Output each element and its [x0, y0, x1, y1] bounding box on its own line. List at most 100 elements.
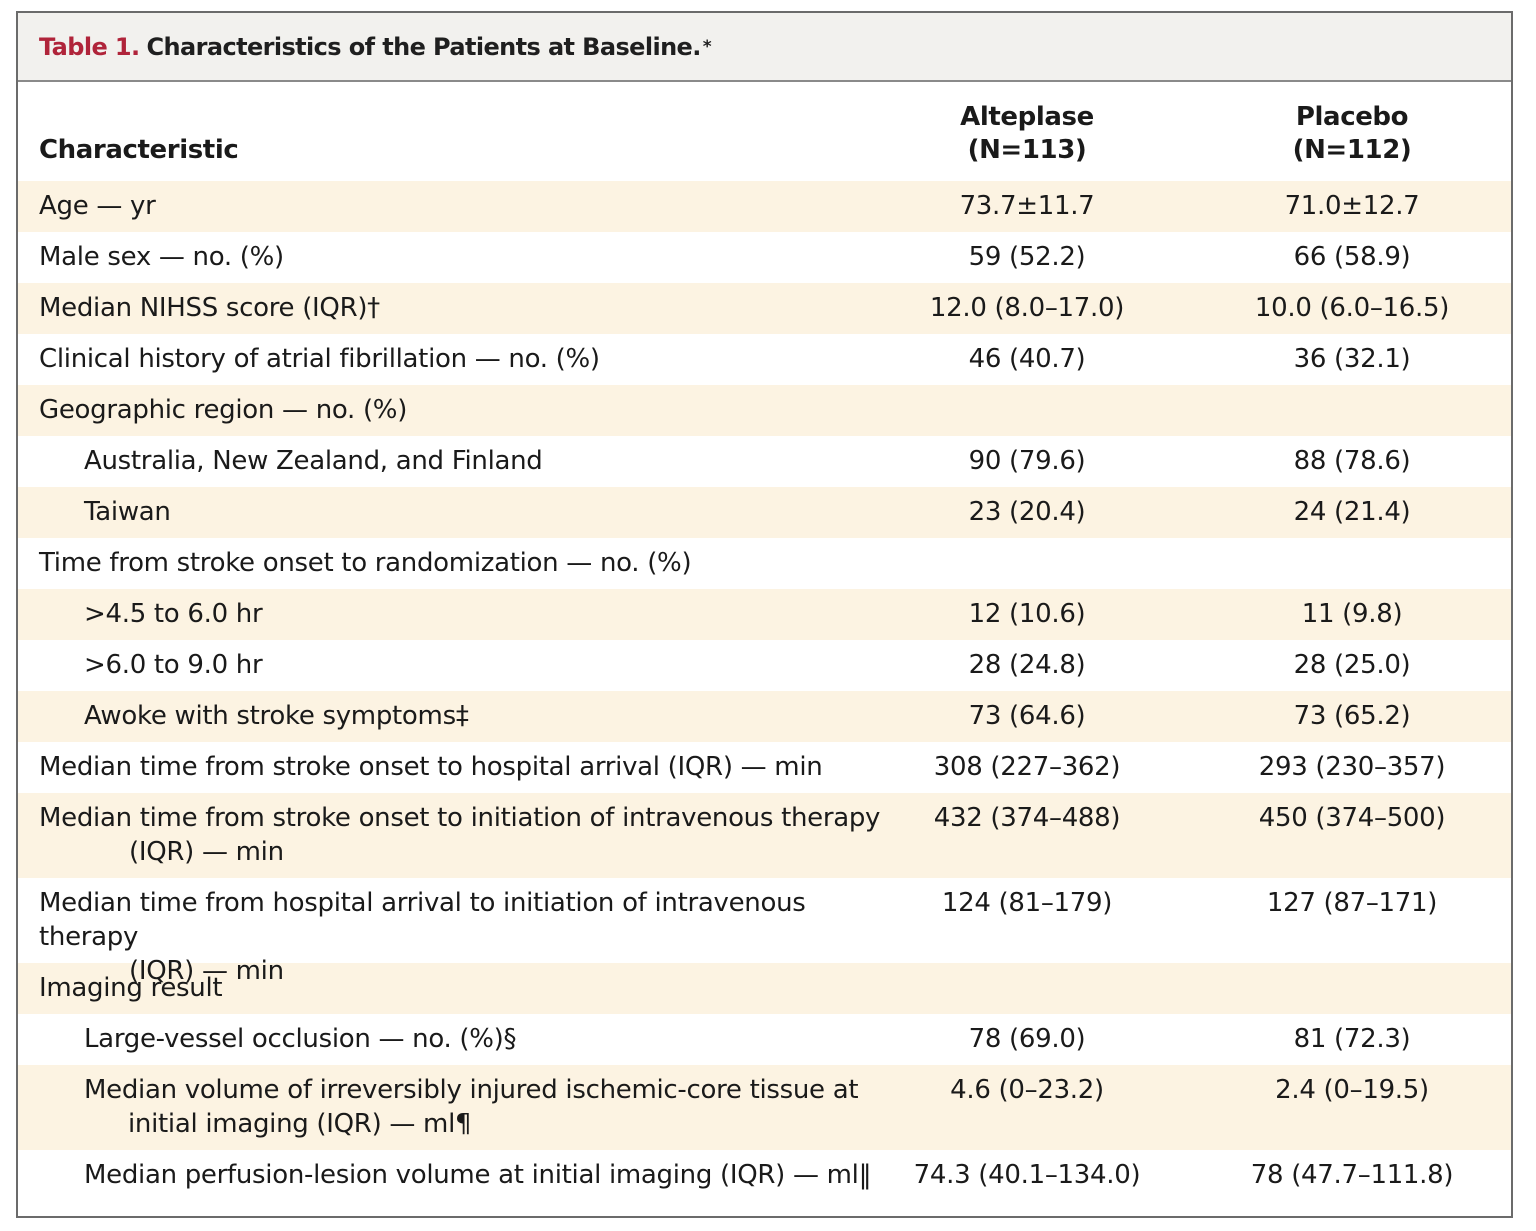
table-row: Median volume of irreversibly injured is…: [18, 1065, 1511, 1150]
header-alteplase-name: Alteplase: [960, 102, 1094, 132]
table-row: Time from stroke onset to randomization …: [18, 538, 1511, 589]
row-label: Time from stroke onset to randomization …: [39, 548, 692, 578]
table-header: Characteristic Alteplase (N=113) Placebo…: [18, 82, 1511, 181]
row-label: Taiwan: [84, 497, 171, 527]
table-row: Median perfusion-lesion volume at initia…: [18, 1150, 1511, 1201]
row-alteplase-value: 12.0 (8.0–17.0): [929, 293, 1125, 323]
row-characteristic: Age — yr: [18, 189, 882, 223]
row-label: Age — yr: [39, 191, 156, 221]
row-characteristic: Imaging result: [18, 971, 882, 1005]
row-alteplase-value: 73.7±11.7: [959, 191, 1095, 221]
row-placebo-value: 66 (58.9): [1293, 242, 1411, 272]
row-placebo-value: 78 (47.7–111.8): [1250, 1160, 1454, 1190]
table-row: Age — yr 73.7±11.7 71.0±12.7: [18, 181, 1511, 232]
row-placebo-value: 88 (78.6): [1293, 446, 1411, 476]
header-characteristic: Characteristic: [39, 135, 239, 165]
row-characteristic: Australia, New Zealand, and Finland: [18, 444, 882, 478]
row-alteplase-value: 308 (227–362): [933, 752, 1121, 782]
table-frame: Table 1. Characteristics of the Patients…: [16, 11, 1513, 1218]
table-row: Male sex — no. (%) 59 (52.2) 66 (58.9): [18, 232, 1511, 283]
row-label: >4.5 to 6.0 hr: [84, 599, 263, 629]
row-label: Median NIHSS score (IQR)†: [39, 293, 380, 323]
row-label-continued: initial imaging (IQR) — ml¶: [128, 1109, 472, 1139]
row-characteristic: Median time from hospital arrival to ini…: [18, 886, 882, 988]
row-alteplase-value: 4.6 (0–23.2): [950, 1075, 1104, 1105]
table-row: Median time from stroke onset to initiat…: [18, 793, 1511, 878]
header-alteplase: Alteplase (N=113): [882, 101, 1172, 167]
row-label: Clinical history of atrial fibrillation …: [39, 344, 600, 374]
table-row: >6.0 to 9.0 hr 28 (24.8) 28 (25.0): [18, 640, 1511, 691]
header-alteplase-n: (N=113): [967, 135, 1087, 165]
row-alteplase-value: 74.3 (40.1–134.0): [913, 1160, 1141, 1190]
row-label: Median time from stroke onset to hospita…: [39, 752, 823, 782]
table-row: Median NIHSS score (IQR)† 12.0 (8.0–17.0)…: [18, 283, 1511, 334]
row-label: Median volume of irreversibly injured is…: [84, 1075, 859, 1105]
row-placebo-value: 10.0 (6.0–16.5): [1254, 293, 1450, 323]
header-placebo-name: Placebo: [1295, 102, 1409, 132]
table-row: Large-vessel occlusion — no. (%)§ 78 (69.…: [18, 1014, 1511, 1065]
row-alteplase-value: 78 (69.0): [968, 1024, 1086, 1054]
row-characteristic: Median time from stroke onset to hospita…: [18, 750, 882, 784]
table-row: Median time from stroke onset to hospita…: [18, 742, 1511, 793]
table-caption: Characteristics of the Patients at Basel…: [146, 32, 702, 61]
row-characteristic: Clinical history of atrial fibrillation …: [18, 342, 882, 376]
row-placebo-value: 127 (87–171): [1266, 888, 1438, 918]
row-characteristic: Median volume of irreversibly injured is…: [18, 1073, 882, 1141]
row-label: Imaging result: [39, 973, 223, 1003]
row-characteristic: Median NIHSS score (IQR)†: [18, 291, 882, 325]
row-label: >6.0 to 9.0 hr: [84, 650, 263, 680]
row-characteristic: Median perfusion-lesion volume at initia…: [18, 1158, 882, 1192]
row-placebo-value: 81 (72.3): [1293, 1024, 1411, 1054]
row-characteristic: Time from stroke onset to randomization …: [18, 546, 882, 580]
row-placebo-value: 450 (374–500): [1258, 803, 1446, 833]
title-footnote-mark: *: [702, 36, 712, 57]
row-characteristic: Male sex — no. (%): [18, 240, 882, 274]
table-row: Median time from hospital arrival to ini…: [18, 878, 1511, 986]
row-placebo-value: 28 (25.0): [1293, 650, 1411, 680]
row-alteplase-value: 23 (20.4): [968, 497, 1086, 527]
row-characteristic: >6.0 to 9.0 hr: [18, 648, 882, 682]
table-title: Table 1. Characteristics of the Patients…: [18, 13, 1511, 82]
row-label: Awoke with stroke symptoms‡: [84, 701, 469, 731]
table-row: Awoke with stroke symptoms‡ 73 (64.6) 73 (…: [18, 691, 1511, 742]
header-placebo: Placebo (N=112): [1172, 101, 1511, 167]
row-placebo-value: 293 (230–357): [1258, 752, 1446, 782]
row-characteristic: Awoke with stroke symptoms‡: [18, 699, 882, 733]
row-characteristic: Geographic region — no. (%): [18, 393, 882, 427]
row-label: Median perfusion-lesion volume at initia…: [84, 1160, 872, 1190]
row-alteplase-value: 73 (64.6): [968, 701, 1086, 731]
row-label: Australia, New Zealand, and Finland: [84, 446, 543, 476]
row-placebo-value: 2.4 (0–19.5): [1275, 1075, 1429, 1105]
row-alteplase-value: 12 (10.6): [968, 599, 1086, 629]
row-label: Median time from hospital arrival to ini…: [39, 888, 806, 952]
row-characteristic: Large-vessel occlusion — no. (%)§: [18, 1022, 882, 1056]
table-body: Age — yr 73.7±11.7 71.0±12.7 Male sex — no.…: [18, 181, 1511, 1201]
table-row: Australia, New Zealand, and Finland 90 (7…: [18, 436, 1511, 487]
table-row: Imaging result: [18, 963, 1511, 1014]
row-label-continued: (IQR) — min: [129, 956, 284, 986]
row-characteristic: Median time from stroke onset to initiat…: [18, 801, 882, 869]
table-number: Table 1.: [39, 32, 140, 61]
row-alteplase-value: 28 (24.8): [968, 650, 1086, 680]
row-placebo-value: 11 (9.8): [1301, 599, 1403, 629]
row-characteristic: Taiwan: [18, 495, 882, 529]
row-label: Male sex — no. (%): [39, 242, 284, 272]
table-row: >4.5 to 6.0 hr 12 (10.6) 11 (9.8): [18, 589, 1511, 640]
row-placebo-value: 73 (65.2): [1293, 701, 1411, 731]
row-placebo-value: 24 (21.4): [1293, 497, 1411, 527]
row-label: Large-vessel occlusion — no. (%)§: [84, 1024, 517, 1054]
row-alteplase-value: 59 (52.2): [968, 242, 1086, 272]
row-alteplase-value: 46 (40.7): [968, 344, 1086, 374]
row-alteplase-value: 124 (81–179): [941, 888, 1113, 918]
row-characteristic: >4.5 to 6.0 hr: [18, 597, 882, 631]
table-row: Clinical history of atrial fibrillation …: [18, 334, 1511, 385]
row-label: Median time from stroke onset to initiat…: [39, 803, 881, 833]
table-row: Taiwan 23 (20.4) 24 (21.4): [18, 487, 1511, 538]
row-label-continued: (IQR) — min: [129, 837, 284, 867]
row-alteplase-value: 90 (79.6): [968, 446, 1086, 476]
table-row: Geographic region — no. (%): [18, 385, 1511, 436]
row-placebo-value: 36 (32.1): [1293, 344, 1411, 374]
row-placebo-value: 71.0±12.7: [1284, 191, 1420, 221]
row-label: Geographic region — no. (%): [39, 395, 408, 425]
header-placebo-n: (N=112): [1292, 135, 1412, 165]
